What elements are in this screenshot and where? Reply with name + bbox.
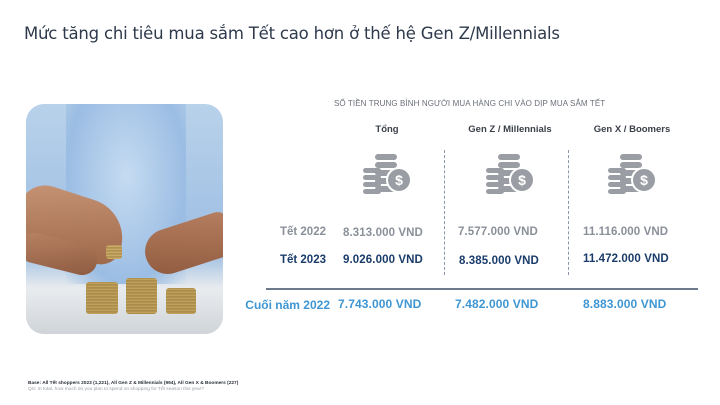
row-label-end-2022: Cuối năm 2022 — [245, 298, 330, 312]
value-tet2022-genx: 11.116.000 VND — [583, 226, 669, 238]
svg-text:$: $ — [640, 172, 648, 188]
value-tet2023-total: 9.026.000 VND — [343, 254, 423, 266]
section-subheading: SỐ TIỀN TRUNG BÌNH NGƯỜI MUA HÀNG CHI VÀ… — [334, 99, 606, 108]
value-tet2022-genz: 7.577.000 VND — [458, 226, 538, 238]
column-header-genz: Gen Z / Millennials — [468, 124, 552, 135]
value-end2022-total: 7.743.000 VND — [338, 297, 422, 311]
column-header-total: Tổng — [375, 124, 399, 135]
coins-dollar-icon: $ — [486, 154, 535, 194]
column-header-genx: Gen X / Boomers — [593, 124, 671, 135]
coins-stacking-photo — [26, 104, 223, 334]
footnote-question: QS: In total, how much do you plan to sp… — [28, 387, 204, 392]
column-divider — [444, 150, 445, 275]
row-label-tet-2023: Tết 2023 — [279, 254, 326, 266]
value-tet2022-total: 8.313.000 VND — [343, 227, 423, 239]
column-divider — [568, 150, 569, 275]
divider-line — [266, 288, 698, 290]
row-label-tet-2022: Tết 2022 — [279, 226, 326, 238]
coins-dollar-icon: $ — [608, 154, 657, 194]
coins-dollar-icon: $ — [363, 154, 412, 194]
page-title: Mức tăng chi tiêu mua sắm Tết cao hơn ở … — [24, 24, 560, 43]
svg-text:$: $ — [518, 172, 526, 188]
value-tet2023-genz: 8.385.000 VND — [459, 255, 539, 267]
footnote-base: Base: All Tết shoppers 2023 (1,221), All… — [28, 381, 239, 386]
svg-text:$: $ — [395, 172, 403, 188]
value-end2022-genx: 8.883.000 VND — [583, 297, 667, 311]
value-tet2023-genx: 11.472.000 VND — [583, 253, 669, 265]
value-end2022-genz: 7.482.000 VND — [455, 297, 539, 311]
